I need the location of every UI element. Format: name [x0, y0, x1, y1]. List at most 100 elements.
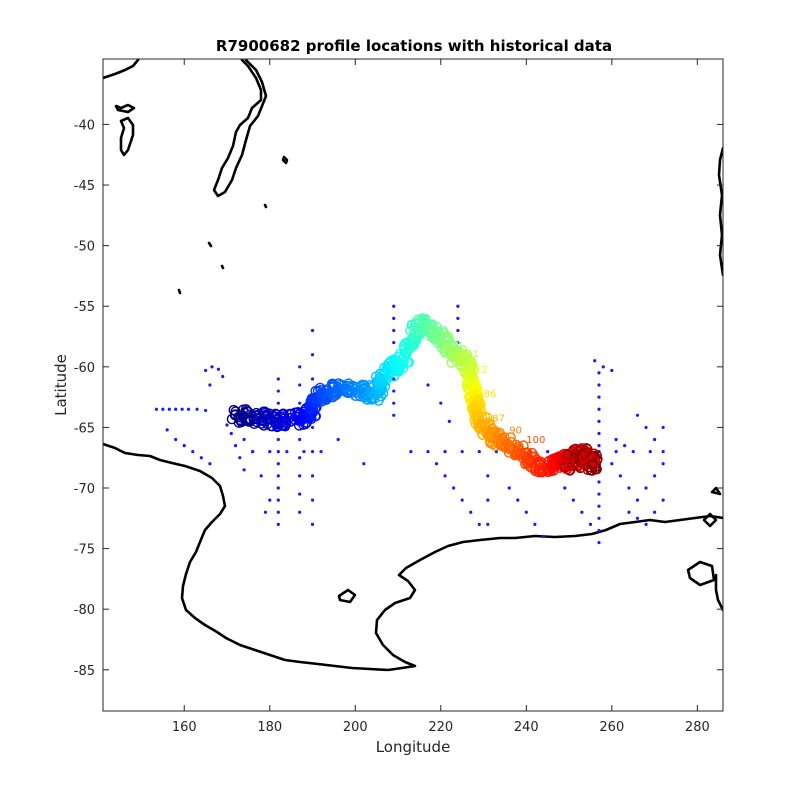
historical-point [195, 407, 199, 411]
coastline-islet-2 [207, 241, 213, 248]
profile-number-label: 87 [492, 413, 505, 424]
plot-area: 89 10 11 12 86 87 90 100 [102, 58, 724, 712]
historical-point [460, 498, 464, 502]
historical-point [563, 486, 567, 490]
historical-point [460, 450, 464, 454]
historical-point [652, 474, 657, 478]
historical-point [486, 522, 490, 526]
coastline-antarctica [103, 442, 723, 672]
historical-point [182, 443, 186, 448]
historical-point [362, 462, 366, 466]
coastline-islet-3 [220, 264, 225, 270]
historical-point [635, 498, 640, 502]
historical-point [623, 443, 627, 448]
historical-point [298, 401, 302, 405]
historical-point [618, 474, 622, 478]
x-tick-label: 260 [599, 720, 624, 735]
historical-point [610, 462, 614, 466]
profile-marker [576, 462, 588, 473]
historical-point [546, 450, 550, 454]
historical-point [298, 365, 302, 369]
historical-point [392, 377, 396, 381]
historical-point [593, 359, 597, 363]
historical-point [298, 492, 302, 496]
profile-marker [579, 452, 590, 464]
historical-point [259, 474, 263, 478]
x-tick-label: 160 [172, 720, 197, 735]
profile-labels: 89 10 11 12 86 87 90 100 [407, 314, 546, 446]
profile-marker [272, 421, 283, 433]
historical-point [486, 474, 490, 478]
coastline-new-zealand-south [212, 59, 268, 198]
x-tick-label: 200 [343, 720, 368, 735]
historical-point [298, 474, 302, 478]
historical-point [439, 401, 443, 405]
historical-point [644, 486, 648, 490]
profile-marker [426, 326, 437, 337]
profile-marker [470, 404, 482, 416]
historical-point [242, 468, 246, 472]
historical-point [310, 450, 315, 454]
historical-point [336, 437, 340, 442]
historical-point [507, 486, 511, 490]
historical-point [571, 498, 575, 502]
historical-point [533, 522, 537, 526]
profile-marker [475, 419, 487, 431]
profile-marker [482, 412, 493, 423]
historical-point [221, 374, 225, 379]
historical-point [661, 462, 665, 466]
historical-point [469, 510, 473, 514]
coastline-islet-1 [263, 203, 268, 209]
historical-point [597, 528, 601, 533]
historical-point [426, 383, 430, 387]
profile-marker [280, 417, 292, 429]
coastline-islet-6 [702, 512, 718, 528]
historical-point [302, 450, 306, 454]
historical-point [392, 304, 396, 308]
profile-number-label: 9 [422, 314, 428, 325]
historical-point [392, 328, 396, 333]
profile-track [226, 313, 603, 478]
profile-number-label: 10 [449, 341, 462, 352]
coastline-island-b [686, 560, 716, 587]
historical-point [661, 450, 665, 454]
historical-point [627, 510, 631, 514]
historical-point [392, 401, 396, 405]
x-tick-label: 220 [428, 720, 453, 735]
historical-point [238, 456, 242, 460]
historical-point [276, 437, 280, 442]
historical-point [392, 316, 396, 320]
historical-point [524, 510, 528, 514]
y-axis-label: Latitude [52, 354, 70, 416]
profile-marker [472, 410, 483, 421]
historical-point [310, 425, 315, 430]
profile-marker [245, 413, 256, 425]
profile-number-label: 90 [509, 425, 522, 436]
axes-box [102, 58, 724, 712]
profile-marker [587, 459, 599, 470]
profile-marker [373, 376, 385, 387]
historical-point [310, 328, 315, 333]
historical-point [652, 437, 657, 442]
historical-point [276, 486, 280, 490]
profile-marker [456, 352, 468, 364]
coastlines [103, 59, 723, 672]
coastline-islet-5 [710, 486, 722, 496]
historical-point [597, 504, 601, 508]
historical-point [268, 450, 272, 454]
historical-point [210, 365, 214, 369]
historical-point [154, 407, 159, 411]
y-tick-label: -70 [74, 482, 95, 497]
historical-point [233, 443, 238, 448]
profile-number-label: 86 [484, 389, 497, 400]
historical-point [443, 450, 447, 454]
historical-point [648, 450, 652, 454]
historical-point [456, 304, 460, 308]
historical-data-points [154, 304, 665, 545]
historical-point [191, 450, 195, 454]
historical-point [186, 407, 191, 411]
historical-point [225, 423, 229, 427]
historical-point [199, 456, 203, 460]
